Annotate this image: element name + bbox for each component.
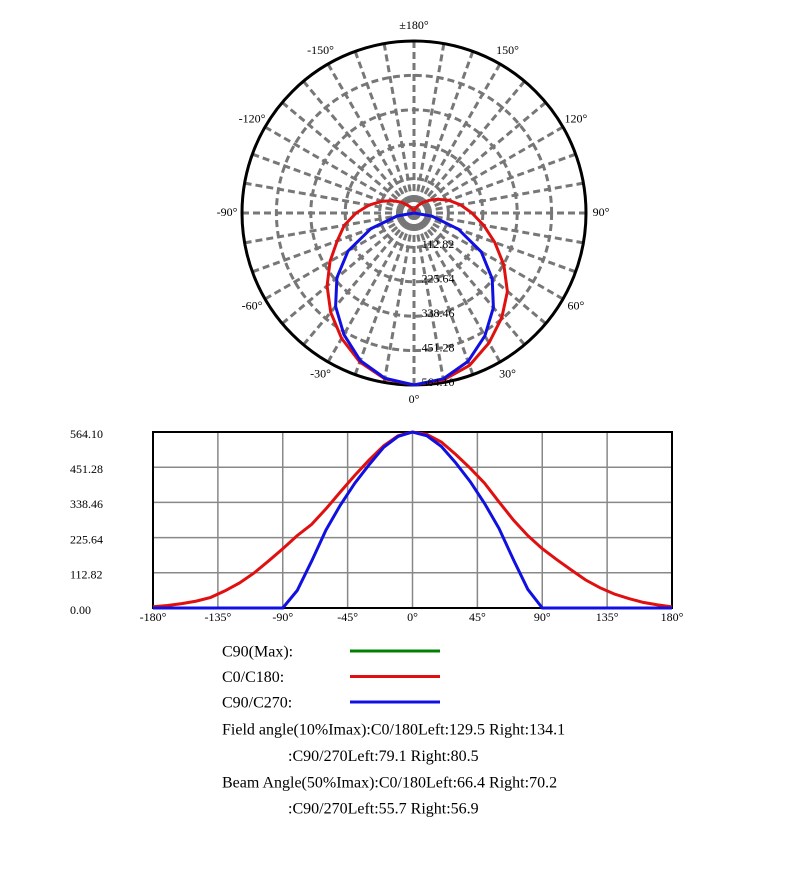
- line-curve: [153, 430, 672, 610]
- note: Field angle(10%Imax):C0/180Left:129.5 Ri…: [222, 722, 565, 739]
- spoke: [412, 63, 502, 214]
- spoke: [264, 211, 415, 301]
- x-tick-label: 45°: [469, 610, 486, 624]
- y-tick-label: 112.82: [70, 568, 103, 582]
- y-tick-label: 0.00: [70, 603, 91, 617]
- spoke: [251, 211, 415, 274]
- note: :C90/270Left:79.1 Right:80.5: [288, 748, 479, 765]
- radial-label: 225.64: [422, 272, 455, 286]
- spoke: [413, 211, 577, 274]
- spoke: [281, 101, 415, 215]
- spoke: [353, 212, 416, 376]
- ring: [378, 177, 450, 249]
- spoke: [413, 211, 564, 301]
- spoke: [353, 50, 416, 214]
- x-tick-label: 180°: [661, 610, 684, 624]
- angle-label: -60°: [242, 298, 263, 312]
- x-tick-label: -45°: [337, 610, 358, 624]
- radial-label: 451.28: [422, 340, 455, 354]
- spoke: [413, 152, 577, 215]
- x-tick-label: 90°: [534, 610, 551, 624]
- spoke: [412, 212, 526, 346]
- note: Beam Angle(50%Imax):C0/180Left:66.4 Righ…: [222, 774, 557, 791]
- legend-label: C90/C270:: [222, 695, 292, 712]
- spoke: [413, 181, 584, 215]
- angle-label: -120°: [239, 111, 266, 125]
- x-tick-label: 0°: [407, 610, 418, 624]
- spoke: [264, 125, 415, 215]
- spoke: [382, 212, 416, 383]
- x-tick-label: -90°: [272, 610, 293, 624]
- angle-label: ±180°: [399, 18, 429, 32]
- spoke: [412, 212, 475, 376]
- spoke: [244, 181, 415, 215]
- angle-label: 120°: [565, 111, 588, 125]
- y-tick-label: 225.64: [70, 532, 103, 546]
- note: :C90/270Left:55.7 Right:56.9: [288, 801, 479, 818]
- radial-label: 564.10: [422, 375, 455, 389]
- angle-label: 0°: [409, 392, 420, 406]
- radial-label: 338.46: [422, 306, 455, 320]
- spoke: [413, 211, 547, 325]
- angle-label: -30°: [310, 367, 331, 381]
- spoke: [413, 101, 547, 215]
- spoke: [413, 211, 584, 245]
- spoke: [412, 80, 526, 214]
- spoke: [281, 211, 415, 325]
- spoke: [412, 43, 446, 214]
- legend-label: C90(Max):: [222, 644, 293, 661]
- polar-curve: [334, 211, 495, 387]
- ring: [274, 73, 554, 353]
- legend-label: C0/C180:: [222, 669, 284, 686]
- angle-label: 30°: [499, 367, 516, 381]
- y-tick-label: 338.46: [70, 497, 103, 511]
- x-tick-label: -180°: [140, 610, 167, 624]
- spoke: [244, 211, 415, 245]
- spoke: [326, 63, 416, 214]
- spoke: [251, 152, 415, 215]
- y-tick-label: 564.10: [70, 427, 103, 441]
- spoke: [382, 43, 416, 214]
- y-tick-label: 451.28: [70, 462, 103, 476]
- spoke: [302, 80, 416, 214]
- x-tick-label: 135°: [596, 610, 619, 624]
- radial-label: 112.82: [422, 237, 455, 251]
- x-tick-label: -135°: [204, 610, 231, 624]
- spoke: [302, 212, 416, 346]
- spoke: [412, 212, 446, 383]
- ring: [343, 142, 485, 284]
- angle-label: 60°: [568, 298, 585, 312]
- angle-label: -90°: [217, 205, 238, 219]
- angle-label: 90°: [593, 205, 610, 219]
- angle-label: 150°: [496, 43, 519, 57]
- ring: [309, 108, 519, 318]
- spoke: [412, 50, 475, 214]
- angle-label: -150°: [307, 43, 334, 57]
